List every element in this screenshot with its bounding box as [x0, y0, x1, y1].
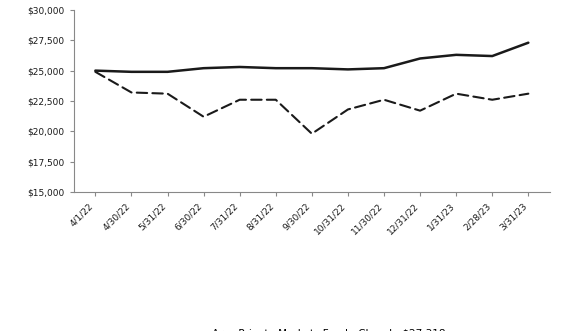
Legend: Ares Private Markets Fund - Class I - $27,318, MSCI World Index  - $23,214: Ares Private Markets Fund - Class I - $2…	[178, 328, 446, 331]
